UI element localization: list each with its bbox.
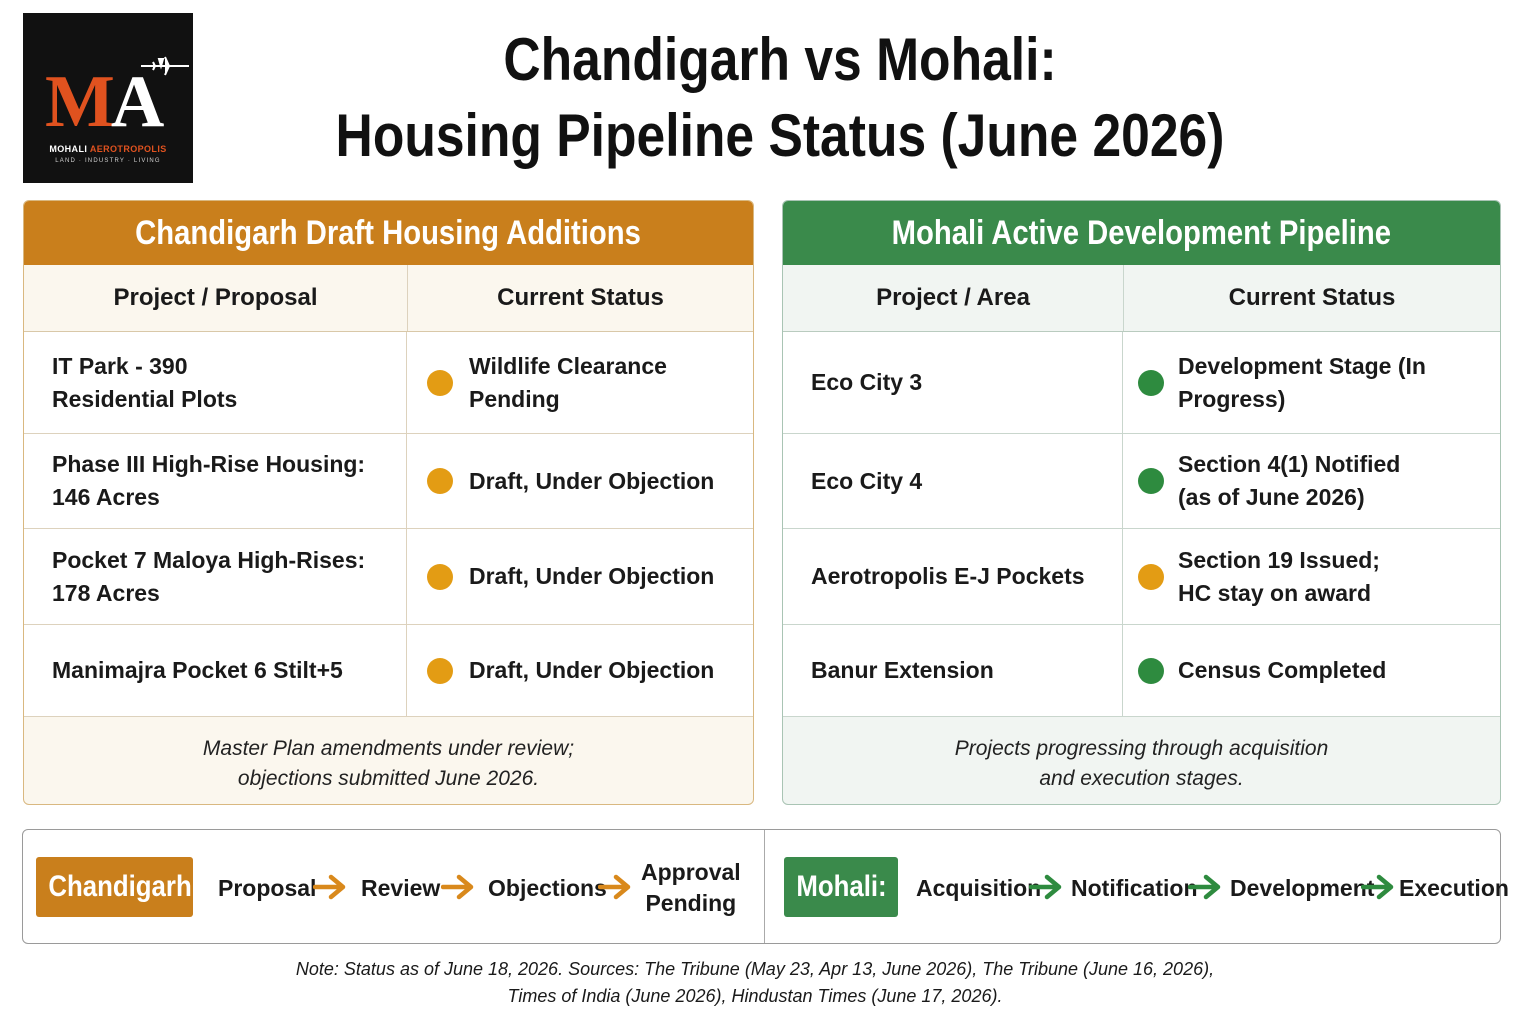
status-cell: Draft, Under Objection <box>407 434 753 528</box>
process-step: Objections <box>488 875 607 901</box>
logo-mark: MA <box>45 61 164 143</box>
process-flow-bar: Chandigarh: Proposal Review Objections A… <box>22 829 1509 944</box>
project-cell: Manimajra Pocket 6 Stilt+5 <box>24 625 407 716</box>
table-row: Eco City 3 Development Stage (In Progres… <box>783 332 1500 434</box>
process-step: Approval Pending <box>641 859 741 916</box>
process-step: Review <box>361 875 441 901</box>
status-dot-icon <box>1138 657 1164 684</box>
status-cell: Draft, Under Objection <box>407 625 753 716</box>
process-step: Acquisition <box>916 875 1042 901</box>
status-cell: Census Completed <box>1123 625 1500 716</box>
chandigarh-process-label: Chandigarh: <box>36 857 200 917</box>
project-cell: Aerotropolis E-J Pockets <box>783 529 1123 624</box>
status-cell: Development Stage (In Progress) <box>1123 332 1500 433</box>
column-header-project: Project / Proposal <box>24 265 408 331</box>
mohali-aerotropolis-logo: MA MOHALI AEROTROPOLIS LAND · INDUSTRY ·… <box>23 13 193 183</box>
process-step: Notification <box>1071 875 1198 901</box>
airplane-icon <box>141 56 189 76</box>
table-row: Banur Extension Census Completed <box>783 625 1500 717</box>
table-row: Manimajra Pocket 6 Stilt+5 Draft, Under … <box>24 625 753 717</box>
status-cell: Section 4(1) Notified (as of June 2026) <box>1123 434 1500 528</box>
process-divider <box>764 830 765 943</box>
arrow-right-icon <box>1188 874 1221 900</box>
chandigarh-panel-footer: Master Plan amendments under review; obj… <box>202 737 575 790</box>
status-dot-icon <box>1138 369 1164 396</box>
status-dot-icon <box>427 657 453 684</box>
process-step: Proposal <box>218 875 317 901</box>
table-row: Pocket 7 Maloya High-Rises: 178 Acres Dr… <box>24 529 753 625</box>
arrow-right-icon <box>598 874 631 900</box>
table-row: Eco City 4 Section 4(1) Notified (as of … <box>783 434 1500 529</box>
logo-tagline: LAND · INDUSTRY · LIVING <box>55 158 161 164</box>
project-cell: IT Park - 390 Residential Plots <box>24 332 407 433</box>
mohali-column-headers: Project / Area Current Status <box>783 265 1500 332</box>
project-cell: Pocket 7 Maloya High-Rises: 178 Acres <box>24 529 407 624</box>
status-cell: Section 19 Issued; HC stay on award <box>1123 529 1500 624</box>
status-dot-icon <box>427 369 453 396</box>
arrow-right-icon <box>1361 874 1394 900</box>
status-dot-icon <box>427 563 453 590</box>
status-cell: Draft, Under Objection <box>407 529 753 624</box>
sources-note: Note: Status as of June 18, 2026. Source… <box>295 959 1215 1006</box>
table-row: Phase III High-Rise Housing: 146 Acres D… <box>24 434 753 529</box>
mohali-process-label: Mohali: <box>784 857 898 917</box>
page-title: Chandigarh vs Mohali: Housing Pipeline S… <box>307 22 1253 174</box>
column-header-project: Project / Area <box>783 265 1124 331</box>
project-cell: Eco City 4 <box>783 434 1123 528</box>
status-dot-icon <box>427 468 453 494</box>
chandigarh-panel-header: Chandigarh Draft Housing Additions <box>24 201 753 265</box>
logo-name: MOHALI AEROTROPOLIS <box>49 144 167 154</box>
process-step: Execution <box>1399 875 1509 901</box>
column-header-status: Current Status <box>1228 284 1396 311</box>
status-dot-icon <box>1138 468 1164 494</box>
table-row: Aerotropolis E-J Pockets Section 19 Issu… <box>783 529 1500 625</box>
title-line-1: Chandigarh vs Mohali: <box>503 26 1057 93</box>
mohali-panel-header: Mohali Active Development Pipeline <box>783 201 1500 265</box>
column-header-status: Current Status <box>497 284 664 311</box>
project-cell: Banur Extension <box>783 625 1123 716</box>
process-step: Development <box>1230 875 1375 901</box>
mohali-panel-footer: Projects progressing through acquisition… <box>954 737 1329 790</box>
project-cell: Eco City 3 <box>783 332 1123 433</box>
project-cell: Phase III High-Rise Housing: 146 Acres <box>24 434 407 528</box>
title-line-2: Housing Pipeline Status (June 2026) <box>335 102 1225 169</box>
mohali-panel: Mohali Active Development Pipeline Proje… <box>782 200 1501 805</box>
arrow-right-icon <box>313 874 346 900</box>
status-dot-icon <box>1138 563 1164 590</box>
chandigarh-panel: Chandigarh Draft Housing Additions Proje… <box>23 200 754 805</box>
arrow-right-icon <box>1029 874 1062 900</box>
status-cell: Wildlife Clearance Pending <box>407 332 753 433</box>
chandigarh-column-headers: Project / Proposal Current Status <box>24 265 753 332</box>
arrow-right-icon <box>441 874 474 900</box>
table-row: IT Park - 390 Residential Plots Wildlife… <box>24 332 753 434</box>
